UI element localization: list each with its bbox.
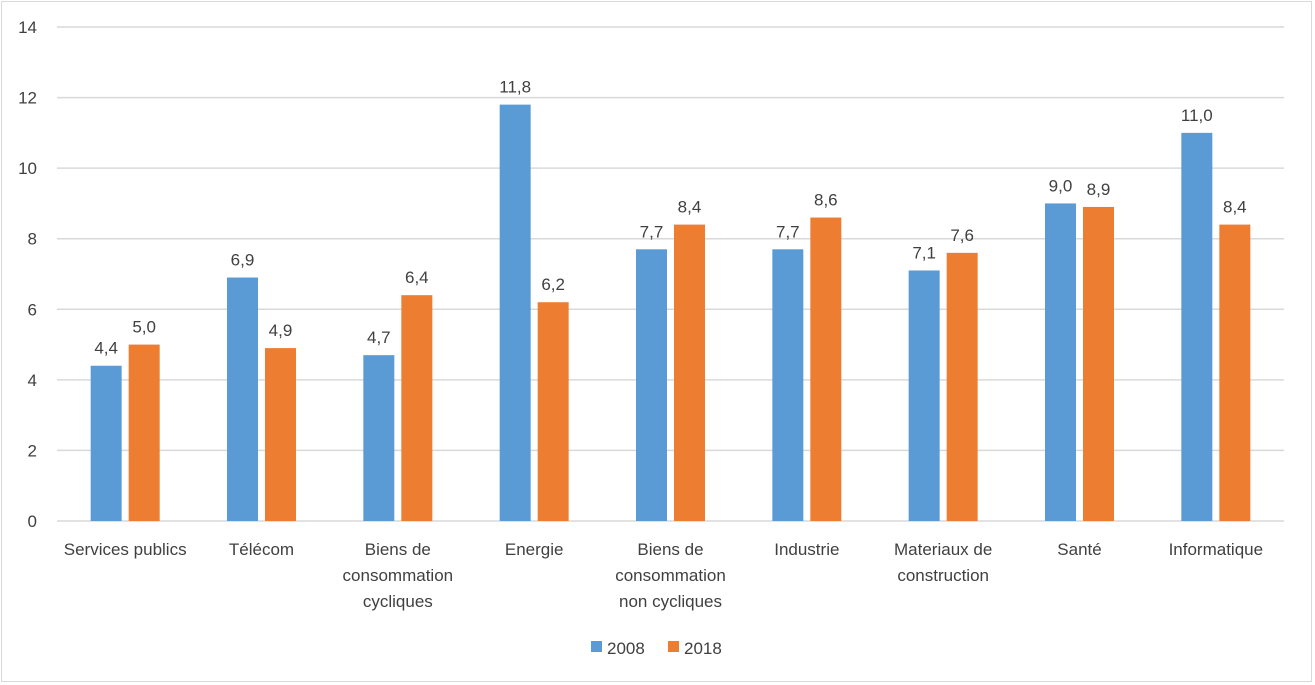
bar-2008-8 [1181,132,1213,521]
data-label-2008-5: 7,7 [776,222,800,241]
x-tick-label-line: Industrie [774,540,839,559]
data-label-2018-0: 5,0 [132,318,156,337]
data-label-2008-3: 11,8 [499,78,531,97]
y-tick-label: 6 [28,300,37,319]
x-tick-label: Santé [1057,540,1101,559]
data-labels: 4,4 6,9 4,7 11,8 7,7 7,7 7,1 9,0 11,0 5,0 4,9 6,4 6,… [94,78,1246,358]
x-tick-label-line: Biens de [637,540,703,559]
data-label-2018-7: 8,9 [1087,180,1111,199]
bar-2008-2 [363,355,395,521]
bar-2018-7 [1083,206,1114,521]
legend-label-2008: 2008 [607,639,645,658]
x-tick-label-line: cycliques [363,592,433,611]
x-axis-ticks: Services publics Télécom Biens de consommat… [64,540,1263,611]
x-tick-label-line: Energie [505,540,564,559]
x-tick-label-line: Biens de [365,540,431,559]
bar-2008-5 [772,249,804,522]
x-tick-label-line: Services publics [64,540,187,559]
x-tick-label: Biens de consommation non cycliques [615,540,726,611]
bar-2008-7 [1045,203,1076,521]
x-tick-label: Materiaux de construction [894,540,992,585]
x-tick-label-line: consommation [615,566,726,585]
x-tick-label: Industrie [774,540,839,559]
data-label-2008-7: 9,0 [1049,176,1073,195]
bar-2008-1 [227,277,258,521]
legend-swatch-2018 [668,641,679,652]
y-tick-label: 8 [28,230,37,249]
y-axis-ticks: 0 2 4 6 8 10 12 14 [18,18,37,531]
x-tick-label: Biens de consommation cycliques [343,540,454,611]
data-label-2008-4: 7,7 [640,222,664,241]
bar-2018-6 [946,252,978,522]
bar-2008-0 [90,365,122,521]
y-tick-label: 10 [18,159,37,178]
legend-label-2018: 2018 [684,639,722,658]
y-tick-label: 12 [18,89,37,108]
data-label-2008-2: 4,7 [367,328,391,347]
bar-2018-0 [128,344,160,521]
bar-2018-5 [810,217,842,522]
x-tick-label: Services publics [64,540,187,559]
bar-2018-2 [401,295,433,521]
bar-2008-3 [499,104,531,521]
data-label-2018-2: 6,4 [405,268,429,287]
x-tick-label: Energie [505,540,564,559]
legend: 2008 2018 [591,639,722,658]
data-label-2018-4: 8,4 [678,198,702,217]
x-tick-label-line: Materiaux de [894,540,992,559]
data-label-2018-5: 8,6 [814,191,838,210]
bar-2008-6 [908,270,940,521]
data-label-2018-8: 8,4 [1223,198,1247,217]
x-tick-label: Informatique [1169,540,1264,559]
y-tick-label: 0 [28,512,37,531]
x-tick-label-line: Informatique [1169,540,1264,559]
bar-2018-8 [1219,224,1251,521]
y-tick-label: 2 [28,441,37,460]
data-label-2008-1: 6,9 [231,251,255,270]
data-label-2018-6: 7,6 [950,226,974,245]
y-tick-label: 4 [28,371,37,390]
x-tick-label-line: consommation [343,566,454,585]
data-label-2018-1: 4,9 [269,321,293,340]
bar-2018-3 [537,302,569,521]
bar-2008-4 [636,249,667,522]
x-tick-label-line: Santé [1057,540,1101,559]
x-tick-label: Télécom [229,540,294,559]
legend-swatch-2008 [591,641,602,652]
data-label-2008-6: 7,1 [912,243,936,262]
gridlines [57,26,1284,522]
bars [90,104,1251,522]
bar-2018-4 [674,224,705,521]
data-label-2008-8: 11,0 [1181,106,1213,125]
bar-2018-1 [265,348,296,521]
x-tick-label-line: non cycliques [619,592,722,611]
data-label-2008-0: 4,4 [94,339,118,358]
y-tick-label: 14 [18,18,37,37]
x-tick-label-line: construction [897,566,989,585]
data-label-2018-3: 6,2 [541,275,565,294]
x-tick-label-line: Télécom [229,540,294,559]
